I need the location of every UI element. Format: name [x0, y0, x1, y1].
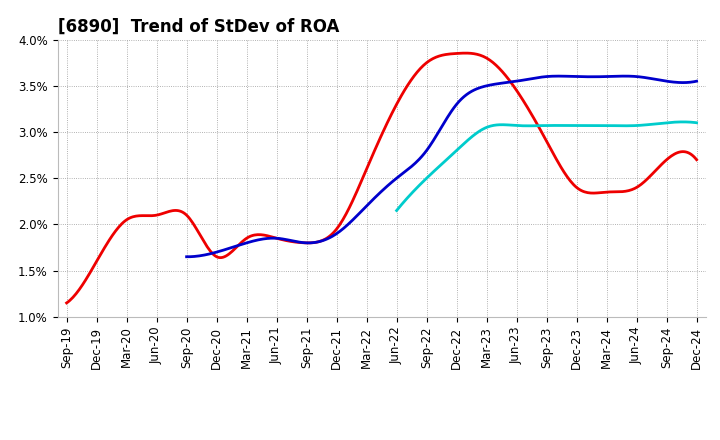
5 Years	[385, 181, 394, 187]
5 Years	[693, 78, 701, 84]
7 Years	[490, 123, 499, 128]
7 Years	[611, 123, 619, 128]
5 Years	[554, 73, 563, 79]
7 Years	[679, 119, 688, 125]
3 Years	[462, 51, 470, 56]
5 Years	[182, 254, 191, 259]
5 Years	[350, 216, 359, 221]
5 Years	[245, 239, 253, 245]
3 Years	[459, 51, 467, 56]
7 Years	[392, 208, 401, 213]
7 Years	[609, 123, 618, 128]
Line: 3 Years: 3 Years	[66, 53, 697, 303]
Line: 5 Years: 5 Years	[186, 76, 697, 257]
Line: 7 Years: 7 Years	[397, 122, 697, 210]
3 Years	[268, 234, 276, 239]
7 Years	[581, 123, 590, 128]
3 Years	[62, 300, 71, 305]
7 Years	[693, 120, 701, 125]
5 Years	[621, 73, 629, 79]
3 Years	[522, 103, 531, 108]
5 Years	[505, 80, 513, 85]
3 Years	[312, 240, 320, 245]
3 Years	[693, 157, 701, 162]
5 Years	[184, 254, 192, 260]
5 Years	[552, 73, 560, 79]
7 Years	[428, 170, 437, 175]
Text: [6890]  Trend of StDev of ROA: [6890] Trend of StDev of ROA	[58, 17, 339, 35]
7 Years	[511, 123, 520, 128]
3 Years	[518, 97, 527, 103]
3 Years	[138, 213, 147, 218]
